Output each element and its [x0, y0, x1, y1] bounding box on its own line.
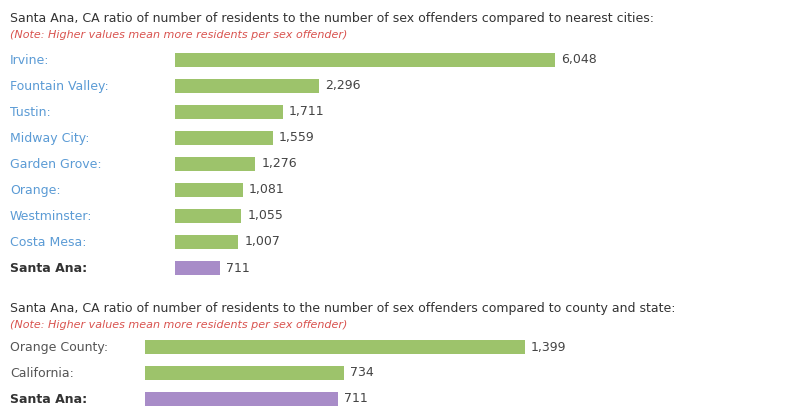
Text: Westminster:: Westminster:: [10, 210, 93, 223]
Text: (Note: Higher values mean more residents per sex offender): (Note: Higher values mean more residents…: [10, 320, 347, 330]
Text: Santa Ana, CA ratio of number of residents to the number of sex offenders compar: Santa Ana, CA ratio of number of residen…: [10, 302, 675, 315]
Text: Santa Ana:: Santa Ana:: [10, 393, 87, 406]
Text: Irvine:: Irvine:: [10, 54, 50, 67]
Text: 1,055: 1,055: [247, 209, 283, 222]
Bar: [145, 340, 525, 354]
Text: Fountain Valley:: Fountain Valley:: [10, 80, 109, 93]
Bar: [175, 157, 255, 171]
Text: 711: 711: [344, 393, 368, 405]
Bar: [175, 131, 273, 145]
Text: 1,081: 1,081: [249, 184, 285, 196]
Bar: [175, 261, 220, 275]
Bar: [145, 392, 338, 406]
Text: (Note: Higher values mean more residents per sex offender): (Note: Higher values mean more residents…: [10, 30, 347, 40]
Text: 1,276: 1,276: [261, 157, 297, 171]
Text: California:: California:: [10, 367, 74, 380]
Text: Santa Ana, CA ratio of number of residents to the number of sex offenders compar: Santa Ana, CA ratio of number of residen…: [10, 12, 654, 25]
Text: 6,048: 6,048: [561, 54, 597, 67]
Bar: [175, 79, 319, 93]
Text: 711: 711: [226, 261, 250, 274]
Bar: [175, 105, 282, 119]
Text: 1,559: 1,559: [279, 132, 314, 144]
Bar: [145, 366, 344, 380]
Text: Orange:: Orange:: [10, 184, 61, 197]
Text: 1,007: 1,007: [244, 236, 280, 249]
Bar: [175, 235, 238, 249]
Bar: [175, 209, 242, 223]
Text: Costa Mesa:: Costa Mesa:: [10, 236, 86, 249]
Text: Santa Ana:: Santa Ana:: [10, 262, 87, 275]
Text: Tustin:: Tustin:: [10, 106, 50, 119]
Text: 1,399: 1,399: [531, 341, 566, 353]
Text: Midway City:: Midway City:: [10, 132, 90, 145]
Text: Garden Grove:: Garden Grove:: [10, 158, 102, 171]
Text: 1,711: 1,711: [289, 106, 324, 119]
Text: 2,296: 2,296: [326, 79, 361, 92]
Text: 734: 734: [350, 366, 374, 380]
Bar: [175, 53, 555, 67]
Text: Orange County:: Orange County:: [10, 341, 108, 354]
Bar: [175, 183, 243, 197]
